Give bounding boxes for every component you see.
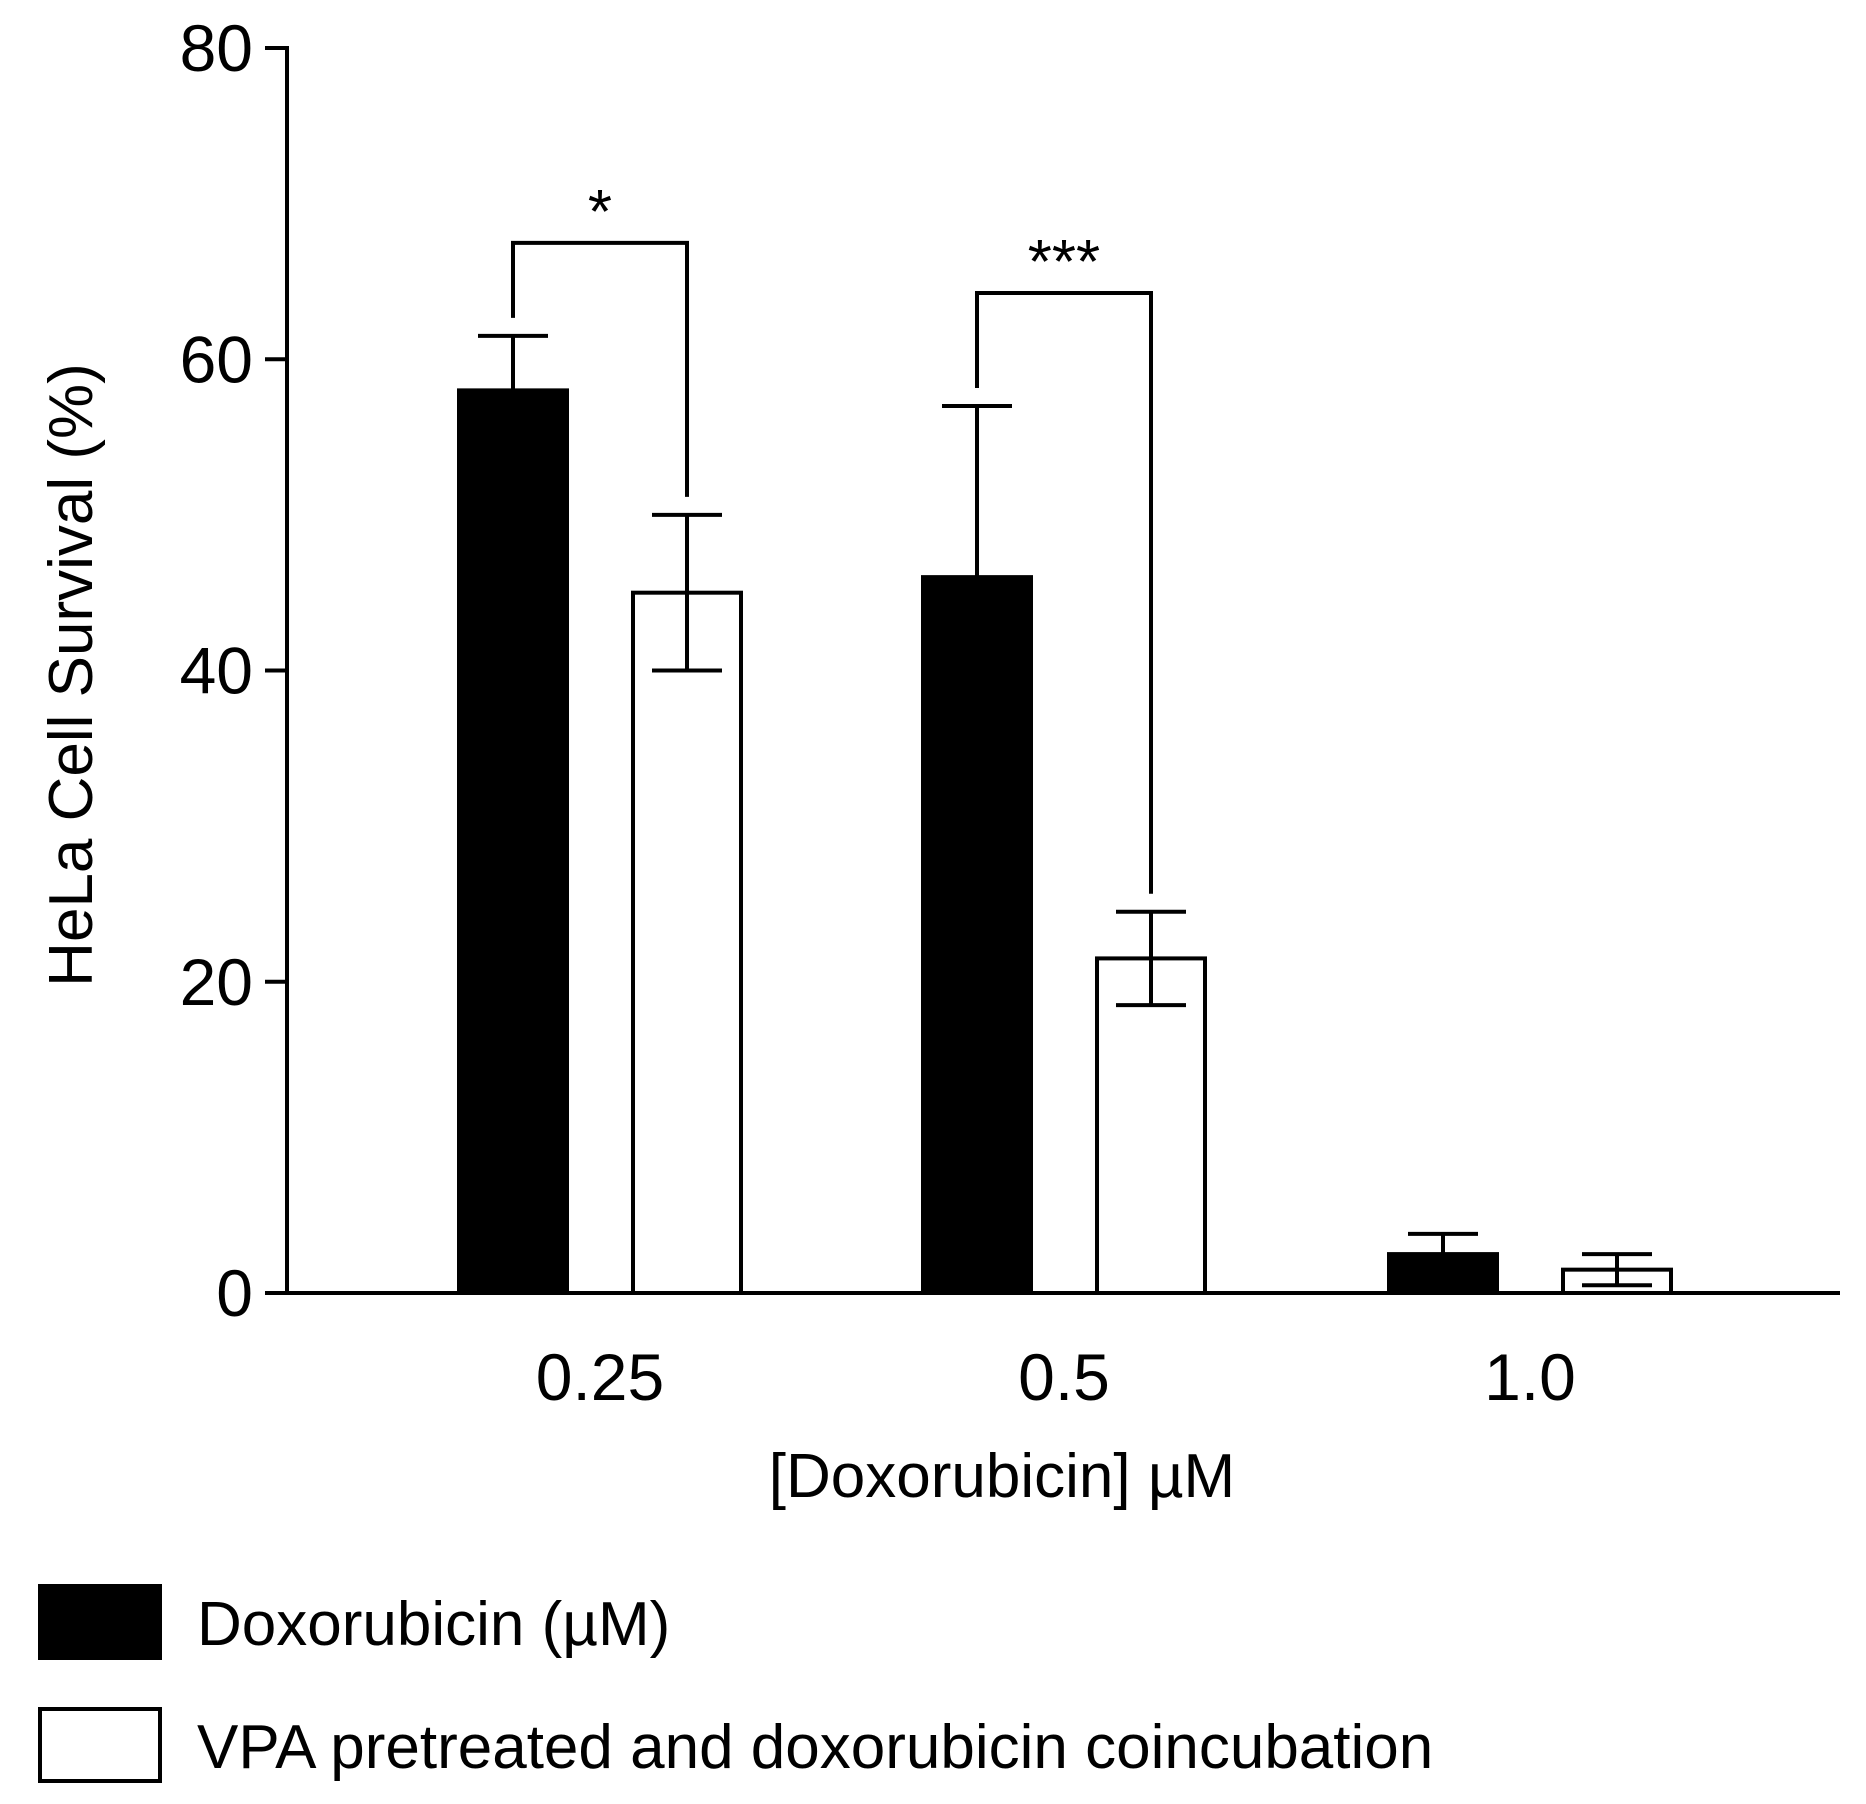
legend-swatch	[38, 1584, 162, 1660]
significance-label: ***	[1028, 228, 1100, 297]
x-axis-title: [Doxorubicin] µM	[769, 1442, 1235, 1511]
bar	[1095, 956, 1207, 1295]
x-tick-label: 0.25	[536, 1340, 664, 1414]
legend-label: VPA pretreated and doxorubicin coincubat…	[197, 1713, 1433, 1782]
legend: Doxorubicin (µM) VPA pretreated and doxor…	[38, 1584, 1433, 1783]
y-axis-title: HeLa Cell Survival (%)	[37, 363, 106, 987]
bar	[921, 575, 1033, 1295]
legend-swatch	[38, 1707, 162, 1783]
axes: 0 20 40 60 80 0.25 0.5 1.0	[180, 11, 1840, 1414]
significance-bracket	[511, 240, 689, 497]
x-tick-label: 1.0	[1484, 1340, 1576, 1414]
significance-label: *	[588, 178, 612, 247]
y-tick-label: 0	[216, 1256, 253, 1330]
y-tick-label: 20	[180, 945, 253, 1019]
significance-bracket	[975, 290, 1153, 894]
bars	[457, 333, 1673, 1295]
y-tick-label: 60	[180, 322, 253, 396]
significance-brackets: ****	[511, 178, 1153, 894]
bar	[457, 388, 569, 1295]
y-tick-label: 40	[180, 634, 253, 708]
x-tick-label: 0.5	[1018, 1340, 1110, 1414]
bar	[1387, 1252, 1499, 1295]
y-tick-label: 80	[180, 11, 253, 85]
bar	[631, 590, 743, 1295]
legend-label: Doxorubicin (µM)	[197, 1590, 670, 1659]
